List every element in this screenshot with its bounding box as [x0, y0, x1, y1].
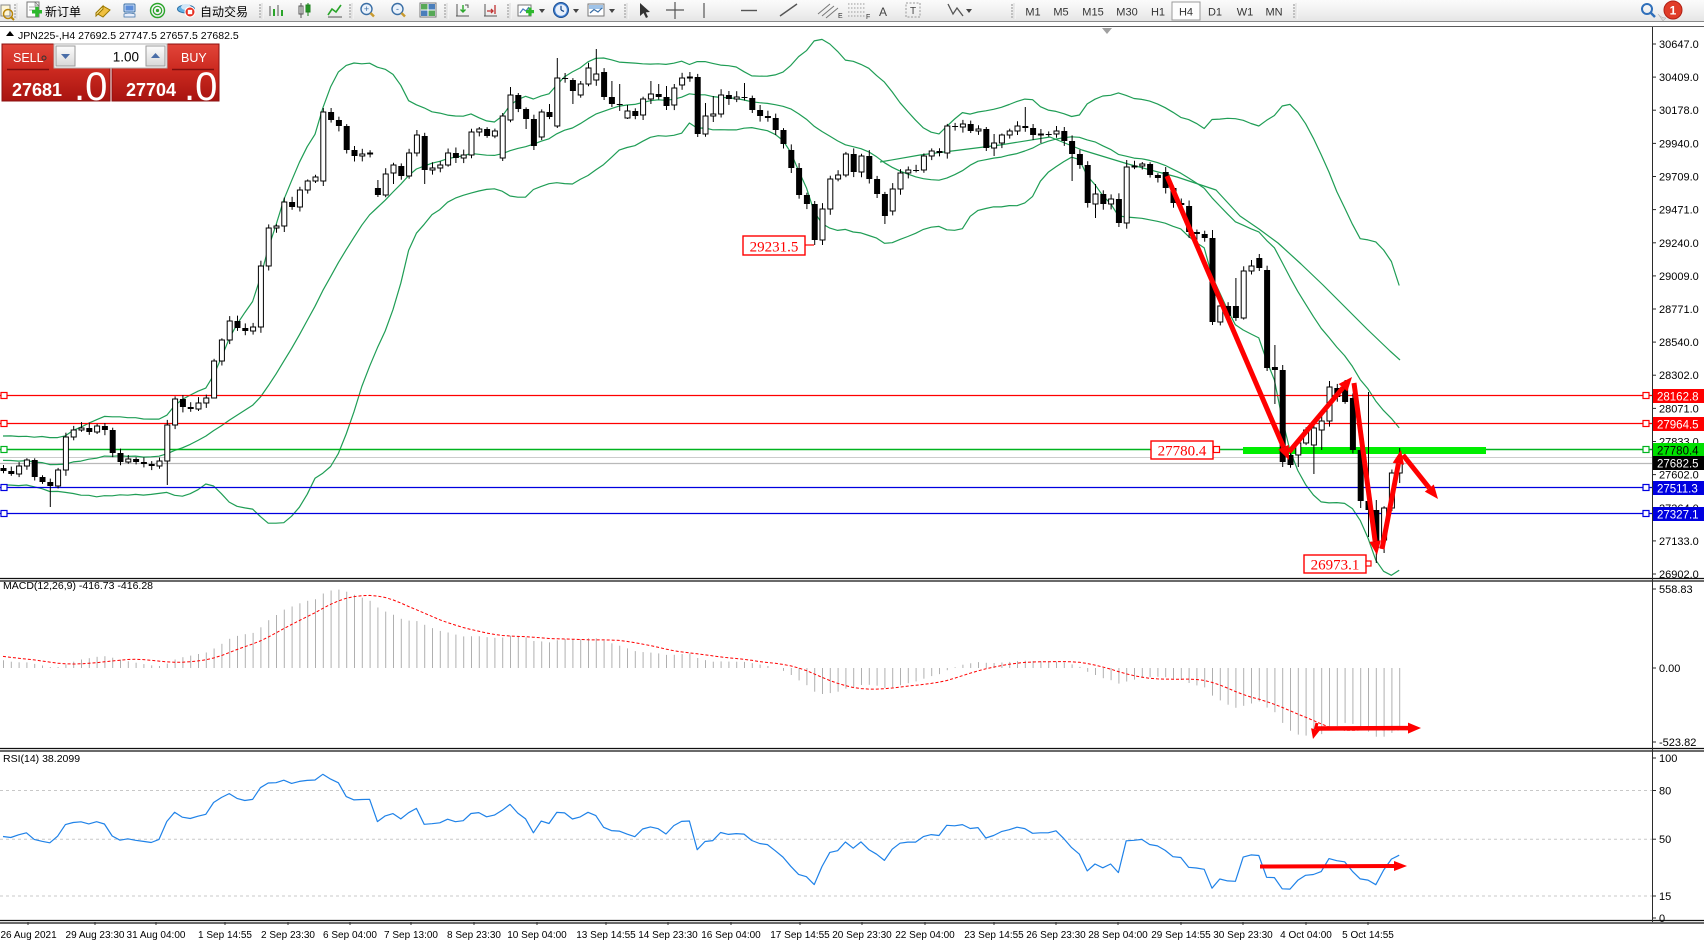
svg-text:26 Sep 23:30: 26 Sep 23:30: [1026, 930, 1086, 941]
svg-text:27681: 27681: [12, 80, 62, 100]
svg-text:27780.4: 27780.4: [1657, 446, 1699, 458]
svg-text:新订单: 新订单: [45, 4, 81, 19]
svg-text:558.83: 558.83: [1659, 584, 1693, 596]
svg-text:22 Sep 04:00: 22 Sep 04:00: [895, 930, 955, 941]
svg-text:29231.5: 29231.5: [750, 240, 799, 256]
svg-text:50: 50: [1659, 834, 1671, 846]
svg-text:28071.0: 28071.0: [1659, 403, 1699, 415]
svg-text:29940.0: 29940.0: [1659, 138, 1699, 150]
svg-text:20 Sep 23:30: 20 Sep 23:30: [832, 930, 892, 941]
svg-text:1: 1: [1670, 4, 1677, 18]
svg-text:80: 80: [1659, 786, 1671, 798]
svg-text:27964.5: 27964.5: [1657, 420, 1699, 432]
svg-text:SELL: SELL: [13, 51, 44, 65]
svg-text:27511.3: 27511.3: [1657, 484, 1698, 496]
svg-text:JPN225-,H4 27692.5 27747.5 27: JPN225-,H4 27692.5 27747.5 27657.5 27682…: [18, 30, 239, 42]
svg-text:.0: .0: [184, 65, 217, 109]
svg-text:自动交易: 自动交易: [200, 4, 248, 19]
svg-text:M30: M30: [1116, 7, 1137, 19]
svg-text:MACD(12,26,9) -416.73 -416.28: MACD(12,26,9) -416.73 -416.28: [3, 580, 153, 592]
svg-text:17 Sep 14:55: 17 Sep 14:55: [770, 930, 830, 941]
svg-text:27780.4: 27780.4: [1158, 444, 1207, 460]
svg-text:W1: W1: [1237, 7, 1254, 19]
svg-text:T: T: [910, 6, 916, 17]
svg-text:30409.0: 30409.0: [1659, 72, 1699, 84]
svg-text:28302.0: 28302.0: [1659, 370, 1699, 382]
svg-text:A: A: [879, 5, 887, 19]
svg-text:M15: M15: [1082, 7, 1103, 19]
svg-text:BUY: BUY: [181, 51, 207, 65]
svg-text:1 Sep 14:55: 1 Sep 14:55: [198, 930, 252, 941]
svg-text:0.00: 0.00: [1659, 663, 1680, 675]
svg-text:100: 100: [1659, 753, 1677, 765]
svg-text:27682.5: 27682.5: [1657, 459, 1699, 471]
svg-text:14 Sep 23:30: 14 Sep 23:30: [638, 930, 698, 941]
svg-text:+: +: [364, 4, 369, 14]
svg-text:29471.0: 29471.0: [1659, 205, 1699, 217]
svg-text:13 Sep 14:55: 13 Sep 14:55: [576, 930, 636, 941]
svg-text:M1: M1: [1025, 7, 1040, 19]
svg-text:RSI(14) 38.2099: RSI(14) 38.2099: [3, 753, 80, 765]
svg-text:H4: H4: [1179, 7, 1193, 19]
svg-text:1.00: 1.00: [113, 50, 139, 65]
svg-text:27704: 27704: [126, 80, 176, 100]
svg-text:31 Aug 04:00: 31 Aug 04:00: [127, 930, 186, 941]
svg-text:28771.0: 28771.0: [1659, 304, 1699, 316]
svg-text:-: -: [396, 4, 399, 14]
svg-text:29009.0: 29009.0: [1659, 271, 1699, 283]
svg-text:H1: H1: [1151, 7, 1165, 19]
svg-text:8 Sep 23:30: 8 Sep 23:30: [447, 930, 501, 941]
svg-text:MN: MN: [1265, 7, 1282, 19]
svg-text:2 Sep 23:30: 2 Sep 23:30: [261, 930, 315, 941]
svg-text:30 Sep 23:30: 30 Sep 23:30: [1213, 930, 1273, 941]
svg-text:23 Sep 14:55: 23 Sep 14:55: [964, 930, 1024, 941]
svg-text:0: 0: [1659, 913, 1665, 925]
svg-text:6 Sep 04:00: 6 Sep 04:00: [323, 930, 377, 941]
svg-text:30647.0: 30647.0: [1659, 39, 1699, 51]
svg-text:27602.0: 27602.0: [1659, 470, 1699, 482]
svg-text:28162.8: 28162.8: [1657, 392, 1699, 404]
svg-text:D1: D1: [1208, 7, 1222, 19]
svg-text:28540.0: 28540.0: [1659, 337, 1699, 349]
svg-text:.0: .0: [74, 65, 107, 109]
svg-text:5 Oct 14:55: 5 Oct 14:55: [1342, 930, 1394, 941]
svg-text:-523.82: -523.82: [1659, 737, 1696, 749]
svg-text:F: F: [866, 14, 870, 21]
svg-text:26902.0: 26902.0: [1659, 569, 1699, 581]
svg-text:4 Oct 04:00: 4 Oct 04:00: [1280, 930, 1332, 941]
svg-text:28 Sep 04:00: 28 Sep 04:00: [1088, 930, 1148, 941]
svg-text:15: 15: [1659, 891, 1671, 903]
svg-text:26973.1: 26973.1: [1311, 558, 1360, 574]
svg-text:30178.0: 30178.0: [1659, 105, 1699, 117]
svg-text:16 Sep 04:00: 16 Sep 04:00: [701, 930, 761, 941]
svg-text:29 Aug 23:30: 29 Aug 23:30: [66, 930, 125, 941]
svg-text:E: E: [838, 13, 843, 20]
svg-text:29240.0: 29240.0: [1659, 238, 1699, 250]
svg-text:29 Sep 14:55: 29 Sep 14:55: [1151, 930, 1211, 941]
svg-text:M5: M5: [1053, 7, 1068, 19]
svg-text:27327.1: 27327.1: [1657, 510, 1699, 522]
svg-text:26 Aug 2021: 26 Aug 2021: [1, 930, 58, 941]
svg-text:27133.0: 27133.0: [1659, 536, 1699, 548]
svg-text:29709.0: 29709.0: [1659, 172, 1699, 184]
svg-text:7 Sep 13:00: 7 Sep 13:00: [384, 930, 438, 941]
svg-text:10 Sep 04:00: 10 Sep 04:00: [507, 930, 567, 941]
